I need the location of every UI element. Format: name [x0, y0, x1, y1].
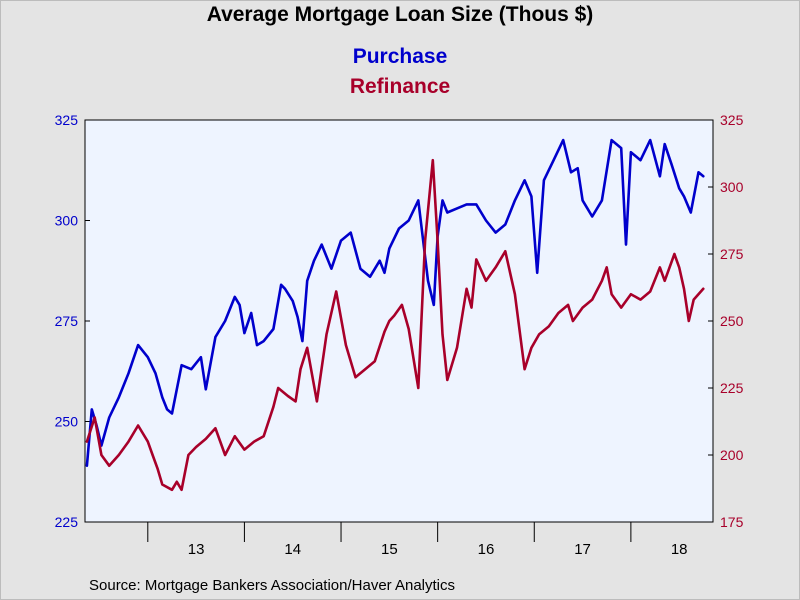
right-axis-tick-label: 175 — [720, 514, 744, 530]
series-line-purchase — [85, 138, 705, 468]
right-axis-tick-label: 225 — [720, 380, 744, 396]
x-axis-tick-label: 13 — [188, 541, 205, 558]
x-axis-tick-label: 18 — [671, 541, 688, 558]
left-axis-tick-label: 300 — [55, 213, 79, 229]
x-axis-tick-label: 17 — [574, 541, 591, 558]
right-axis-tick-label: 200 — [720, 447, 744, 463]
left-axis-tick-label: 225 — [55, 514, 79, 530]
left-axis-tick-label: 275 — [55, 313, 79, 329]
left-axis-tick-label: 250 — [55, 414, 79, 430]
source-note: Source: Mortgage Bankers Association/Hav… — [89, 577, 456, 594]
legend-purchase: Purchase — [352, 45, 448, 68]
axes-layer: 225 250 275 300 325 175 200 225 250 275 300 325 13 14… — [55, 112, 744, 558]
x-axis-tick-label: 16 — [478, 541, 495, 558]
right-axis-tick-label: 250 — [720, 313, 744, 329]
left-axis-tick-label: 325 — [55, 112, 79, 128]
plot-area — [84, 119, 714, 523]
x-axis-tick-label: 14 — [284, 541, 301, 558]
right-axis-tick-label: 325 — [720, 112, 744, 128]
right-axis-tick-label: 275 — [720, 246, 744, 262]
x-axis-tick-label: 15 — [381, 541, 398, 558]
chart-title: Average Mortgage Loan Size (Thous $) — [206, 3, 594, 26]
legend-refinance: Refinance — [349, 75, 451, 98]
series-layer — [85, 138, 705, 492]
series-line-refinance — [85, 158, 705, 492]
right-axis-tick-label: 300 — [720, 179, 744, 195]
